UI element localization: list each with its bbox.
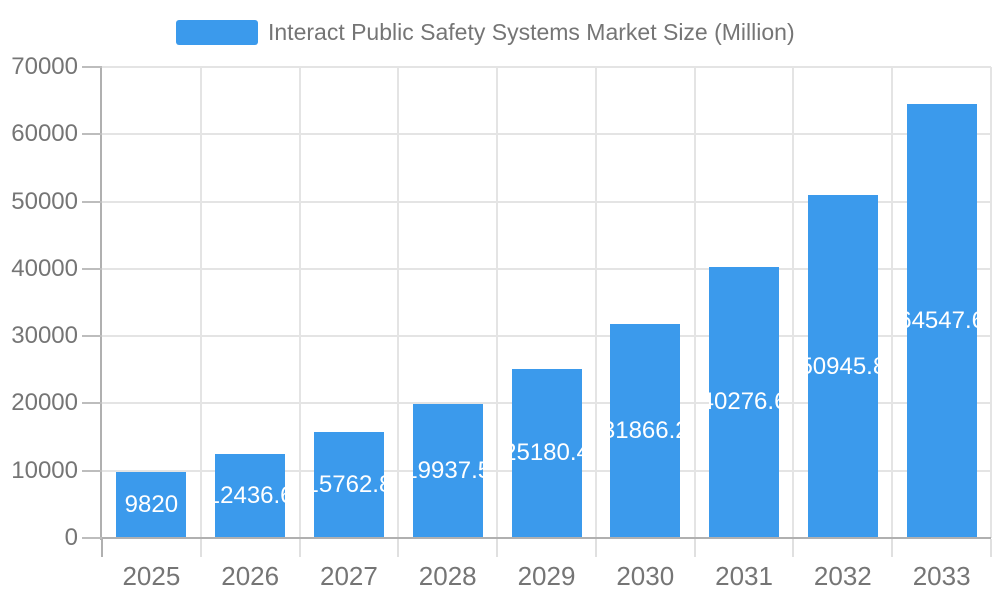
- y-gridline: [102, 200, 991, 203]
- bar-2028[interactable]: 19937.5: [412, 403, 483, 538]
- y-axis-tick: [82, 469, 102, 472]
- y-axis-tick: [82, 402, 102, 405]
- legend-swatch-icon: [176, 20, 258, 45]
- bar-2030[interactable]: 31866.2: [610, 323, 681, 538]
- x-gridline: [990, 67, 992, 538]
- x-gridline: [792, 67, 795, 538]
- y-axis-label: 10000: [11, 456, 78, 484]
- x-axis-label-2028: 2028: [418, 561, 477, 591]
- y-axis-tick: [82, 537, 102, 539]
- x-axis-tick: [891, 539, 894, 557]
- x-axis-tick: [594, 539, 597, 557]
- bar-2033[interactable]: 64547.6: [906, 103, 977, 538]
- x-axis-tick: [199, 539, 202, 557]
- x-axis-tick: [101, 539, 103, 557]
- x-axis-label-2029: 2029: [517, 561, 576, 591]
- y-axis-label: 0: [64, 524, 78, 551]
- x-gridline: [891, 67, 894, 538]
- bar-value-label: 19937.5: [413, 456, 483, 484]
- bar-2026[interactable]: 12436.6: [215, 454, 286, 538]
- y-axis-label: 20000: [11, 389, 78, 417]
- y-axis-label: 30000: [11, 322, 78, 350]
- y-axis-line: [100, 67, 102, 540]
- x-axis-label-2025: 2025: [122, 561, 181, 591]
- y-axis-label: 70000: [11, 53, 78, 80]
- x-axis-label-2031: 2031: [715, 561, 773, 591]
- y-axis-label: 60000: [11, 120, 78, 148]
- x-axis-line: [100, 537, 991, 539]
- bar-value-label: 9820: [124, 490, 179, 518]
- x-gridline: [496, 67, 499, 538]
- y-gridline: [102, 133, 991, 136]
- bar-value-label: 25180.4: [512, 439, 582, 467]
- chart-legend[interactable]: Interact Public Safety Systems Market Si…: [0, 0, 1000, 50]
- legend-label: Interact Public Safety Systems Market Si…: [268, 19, 795, 45]
- x-axis-tick: [792, 539, 795, 557]
- x-gridline: [298, 67, 301, 538]
- x-gridline: [594, 67, 597, 538]
- bar-value-label: 64547.6: [907, 306, 977, 334]
- y-gridline: [102, 267, 991, 270]
- bar-2031[interactable]: 40276.6: [709, 266, 780, 538]
- x-axis-tick: [496, 539, 499, 557]
- y-axis-tick: [82, 200, 102, 203]
- y-gridline: [102, 66, 991, 68]
- y-axis-tick: [82, 133, 102, 136]
- y-axis-tick: [82, 66, 102, 68]
- bar-value-label: 40276.6: [709, 388, 779, 416]
- bar-2025[interactable]: 9820: [116, 471, 187, 538]
- x-gridline: [693, 67, 696, 538]
- y-axis-tick: [82, 267, 102, 270]
- y-gridline: [102, 335, 991, 338]
- y-axis-tick: [82, 335, 102, 338]
- x-axis-label-2032: 2032: [813, 561, 872, 591]
- y-axis-label: 50000: [11, 187, 78, 215]
- x-gridline: [199, 67, 202, 538]
- x-axis-tick: [693, 539, 696, 557]
- bar-value-label: 50945.8: [808, 352, 878, 380]
- y-axis-label: 40000: [11, 254, 78, 282]
- bar-2032[interactable]: 50945.8: [807, 195, 878, 538]
- x-axis-label-2027: 2027: [320, 561, 378, 591]
- x-gridline: [397, 67, 400, 538]
- bar-value-label: 31866.2: [610, 416, 680, 444]
- bar-2027[interactable]: 15762.8: [313, 431, 384, 538]
- x-axis-tick: [990, 539, 992, 557]
- x-axis-tick: [397, 539, 400, 557]
- bar-2029[interactable]: 25180.4: [511, 368, 582, 538]
- x-axis-label-2033: 2033: [912, 561, 971, 591]
- x-axis-label-2030: 2030: [616, 561, 675, 591]
- x-axis-tick: [298, 539, 301, 557]
- bar-value-label: 12436.6: [215, 482, 285, 510]
- x-axis-label-2026: 2026: [221, 561, 280, 591]
- bar-value-label: 15762.8: [314, 470, 384, 498]
